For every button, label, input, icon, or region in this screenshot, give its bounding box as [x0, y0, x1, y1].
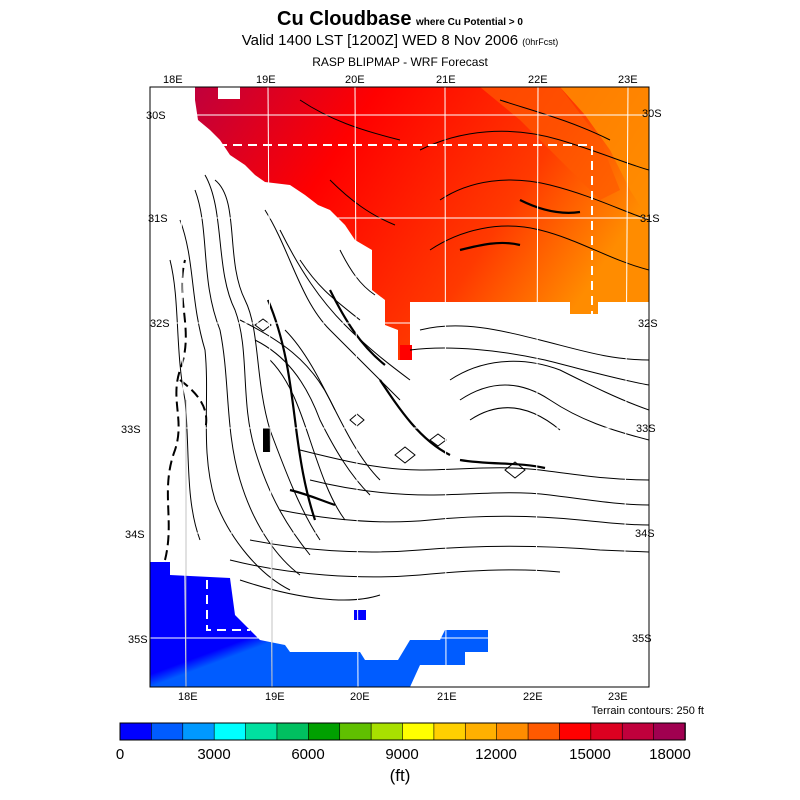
inner-domain-outline [206, 144, 593, 631]
lon-label-top: 19E [256, 74, 276, 86]
lon-label-top: 20E [345, 74, 365, 86]
colorbar-tick-label: 12000 [475, 746, 517, 763]
lat-label-right: 34S [635, 528, 655, 540]
colorbar-tick-label: 0 [115, 746, 125, 763]
forecast-hour: (0hrFcst) [522, 37, 559, 47]
model-name: RASP BLIPMAP - WRF Forecast [312, 55, 488, 69]
lat-label-right: 30S [642, 108, 662, 120]
lat-label-right: 35S [632, 633, 652, 645]
lon-label-bottom: 22E [523, 691, 543, 703]
colorbar-tick-label: 3000 [197, 746, 231, 763]
colorbar-tick-label: 9000 [385, 746, 419, 763]
terrain-contour-note: Terrain contours: 250 ft [591, 705, 704, 717]
title-main: Cu Cloudbase [277, 8, 412, 30]
lat-label-left: 33S [121, 424, 141, 436]
colorbar-tick-label: 6000 [291, 746, 325, 763]
lat-label-right: 32S [638, 318, 658, 330]
lat-label-left: 30S [146, 110, 166, 122]
map-frame [149, 86, 650, 688]
lon-label-bottom: 20E [350, 691, 370, 703]
lat-label-right: 33S [636, 423, 656, 435]
lat-label-left: 35S [128, 634, 148, 646]
lon-label-top: 23E [618, 74, 638, 86]
lon-label-bottom: 21E [437, 691, 457, 703]
lon-label-bottom: 18E [178, 691, 198, 703]
lon-label-top: 21E [436, 74, 456, 86]
colorbar-units: (ft) [389, 766, 411, 785]
lon-label-top: 18E [163, 74, 183, 86]
lat-label-left: 32S [150, 318, 170, 330]
title-subtitle: where Cu Potential > 0 [415, 17, 523, 28]
lat-label-left: 34S [125, 529, 145, 541]
lat-label-left: 31S [148, 213, 168, 225]
lon-label-bottom: 19E [265, 691, 285, 703]
coastline [164, 259, 187, 561]
valid-time-text: Valid 1400 LST [1200Z] WED 8 Nov 2006 [241, 32, 519, 49]
colorbar-tick-label: 15000 [569, 746, 611, 763]
valid-time: Valid 1400 LST [1200Z] WED 8 Nov 2006 (0… [0, 32, 800, 49]
cloudbase-high-region [195, 87, 649, 360]
lat-label-right: 31S [640, 213, 660, 225]
lon-label-bottom: 23E [608, 691, 628, 703]
map-title: Cu Cloudbase where Cu Potential > 0 [0, 8, 800, 31]
colorbar-tick-label: 18000 [649, 746, 691, 763]
lon-label-top: 22E [528, 74, 548, 86]
cloudbase-low-region [150, 562, 488, 687]
